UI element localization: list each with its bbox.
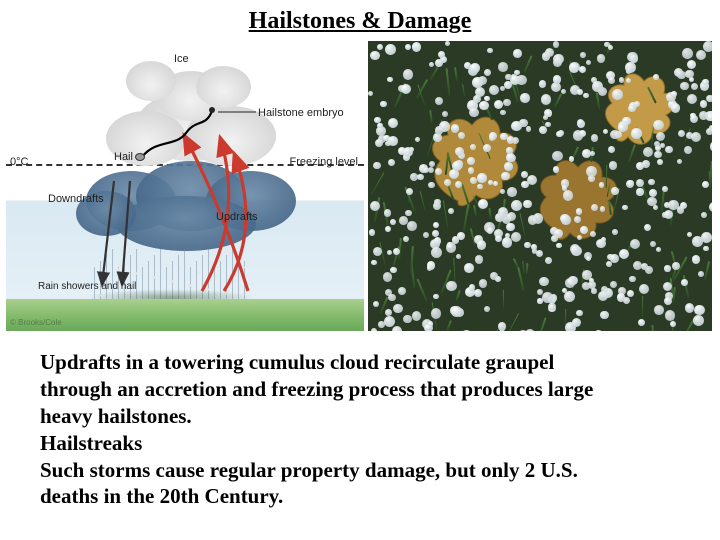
label-rain-and-hail: Rain showers and hail [38,281,136,292]
cloud-top-region [96,61,276,161]
label-downdrafts: Downdrafts [48,193,104,205]
label-updrafts: Updrafts [216,211,258,223]
hail-particle-icon [135,153,145,161]
copyright-watermark: © Brooks/Cole [10,318,62,327]
hailstone-embryo-dot [209,107,215,113]
caption-line: Updrafts in a towering cumulus cloud rec… [40,349,680,376]
label-zero-c: 0°C [10,156,28,168]
caption-block: Updrafts in a towering cumulus cloud rec… [0,331,720,510]
caption-line: Hailstreaks [40,430,680,457]
label-freezing-level: Freezing level [290,156,358,168]
cloud-body-region [76,161,296,251]
label-ice: Ice [174,53,189,65]
caption-line: deaths in the 20th Century. [40,483,680,510]
label-hailstone-embryo: Hailstone embryo [258,107,344,119]
label-hail: Hail [114,151,133,163]
caption-line: Such storms cause regular property damag… [40,457,680,484]
page-title: Hailstones & Damage [0,0,720,41]
caption-line: heavy hailstones. [40,403,680,430]
hail-formation-diagram: Ice Hailstone embryo Freezing level 0°C … [6,41,364,331]
figures-row: Ice Hailstone embryo Freezing level 0°C … [0,41,720,331]
caption-line: through an accretion and freezing proces… [40,376,680,403]
hailstones-photo [368,41,712,331]
